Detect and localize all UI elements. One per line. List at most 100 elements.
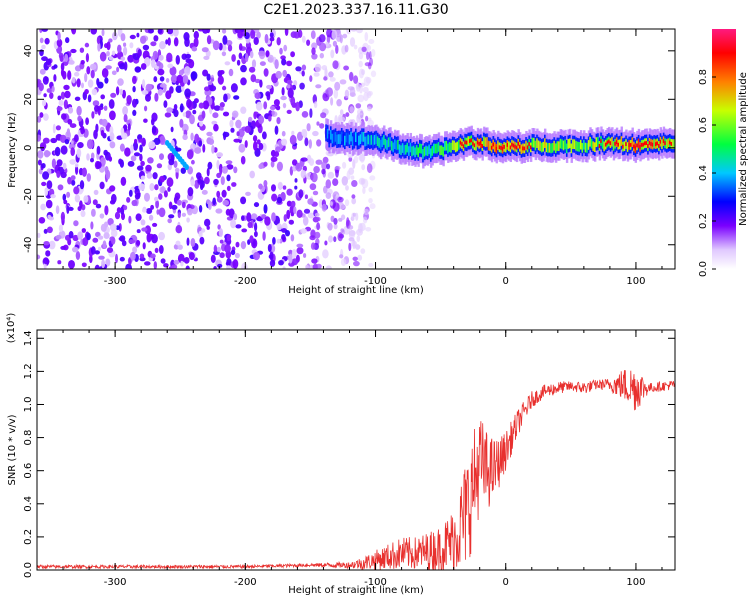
heatmap-cell bbox=[156, 60, 161, 67]
heatmap-cell bbox=[345, 132, 348, 143]
heatmap-cell bbox=[180, 167, 186, 174]
heatmap-cell bbox=[159, 175, 165, 183]
heatmap-cell bbox=[222, 111, 230, 117]
heatmap-cell bbox=[235, 241, 240, 248]
heatmap-cell bbox=[326, 128, 330, 139]
heatmap-cell bbox=[207, 161, 213, 170]
heatmap-cell bbox=[84, 89, 89, 95]
heatmap-cell bbox=[37, 150, 44, 159]
heatmap-cell bbox=[154, 247, 159, 253]
colorbar-tick-label: 0.0 bbox=[698, 261, 709, 277]
heatmap-cell bbox=[340, 258, 347, 267]
heatmap-cell bbox=[290, 234, 295, 242]
heatmap-cell bbox=[77, 115, 82, 122]
heatmap-cell bbox=[233, 95, 240, 100]
heatmap-cell bbox=[337, 114, 343, 124]
heatmap-cell bbox=[190, 132, 194, 141]
heatmap-cell bbox=[64, 139, 70, 145]
heatmap-cell bbox=[301, 111, 309, 118]
heatmap-cell bbox=[70, 175, 76, 181]
heatmap-cell bbox=[90, 246, 96, 255]
heatmap-cell bbox=[63, 84, 70, 91]
heatmap-cell bbox=[296, 247, 304, 255]
heatmap-cell bbox=[103, 149, 108, 156]
heatmap-cell bbox=[136, 32, 140, 38]
heatmap-cell bbox=[337, 134, 341, 144]
heatmap-cell bbox=[230, 219, 237, 229]
heatmap-cell bbox=[222, 199, 230, 206]
x-tick-label: -200 bbox=[234, 577, 257, 588]
heatmap-cell bbox=[319, 123, 325, 129]
heatmap-cell bbox=[171, 204, 178, 210]
heatmap-cell bbox=[109, 141, 116, 149]
heatmap-cell bbox=[206, 35, 212, 45]
heatmap-cell bbox=[265, 91, 271, 97]
heatmap-cell bbox=[286, 109, 292, 114]
heatmap-cell bbox=[252, 135, 258, 142]
heatmap-cell bbox=[587, 140, 591, 150]
heatmap-cell bbox=[203, 55, 210, 61]
heatmap-cell bbox=[313, 166, 320, 174]
heatmap-cell bbox=[60, 62, 65, 71]
colorbar-tick-label: 0.2 bbox=[698, 213, 709, 229]
y-tick-label: 1.4 bbox=[23, 330, 34, 346]
heatmap-cell bbox=[545, 142, 548, 153]
heatmap-cell bbox=[263, 68, 269, 77]
heatmap-cell bbox=[181, 212, 187, 217]
heatmap-cell bbox=[233, 213, 238, 221]
y-tick-label: 20 bbox=[23, 93, 34, 106]
heatmap-cell bbox=[364, 32, 369, 42]
heatmap-cell bbox=[221, 51, 227, 57]
heatmap-cell bbox=[358, 177, 366, 185]
heatmap-cell bbox=[433, 143, 436, 154]
heatmap-cell bbox=[111, 193, 117, 204]
heatmap-cell bbox=[119, 143, 125, 152]
heatmap-cell bbox=[414, 147, 417, 158]
heatmap-cell bbox=[259, 79, 263, 88]
heatmap-cell bbox=[540, 142, 544, 153]
heatmap-cell bbox=[140, 219, 146, 226]
heatmap-cell bbox=[286, 188, 293, 196]
heatmap-cell bbox=[216, 152, 224, 158]
y-tick-label: -40 bbox=[23, 237, 34, 253]
heatmap-cell bbox=[86, 153, 90, 161]
heatmap-cell bbox=[326, 163, 331, 170]
heatmap-cell bbox=[57, 260, 62, 265]
heatmap-cell bbox=[274, 125, 279, 135]
heatmap-cell bbox=[337, 232, 343, 242]
heatmap-cell bbox=[66, 204, 70, 214]
heatmap-cell bbox=[522, 146, 525, 151]
heatmap-cell bbox=[111, 236, 116, 245]
heatmap-cell bbox=[363, 76, 371, 87]
heatmap-cell bbox=[348, 134, 352, 145]
heatmap-cell bbox=[271, 212, 276, 222]
heatmap-cell bbox=[166, 177, 174, 188]
heatmap-cell bbox=[206, 131, 213, 137]
heatmap-cell bbox=[138, 138, 144, 143]
heatmap-cell bbox=[367, 134, 370, 145]
heatmap-cell bbox=[365, 115, 369, 122]
heatmap-cell bbox=[389, 136, 392, 147]
heatmap-cell bbox=[415, 145, 419, 155]
heatmap-cell bbox=[83, 195, 89, 203]
heatmap-cell bbox=[154, 196, 159, 202]
heatmap-cell bbox=[309, 235, 316, 241]
heatmap-cell bbox=[358, 154, 366, 162]
heatmap-cell bbox=[158, 54, 164, 61]
heatmap-cell bbox=[176, 74, 183, 84]
heatmap-cell bbox=[304, 194, 308, 199]
heatmap-cell bbox=[269, 32, 274, 38]
heatmap-cell bbox=[141, 208, 147, 213]
heatmap-cell bbox=[108, 56, 114, 61]
heatmap-cell bbox=[366, 51, 370, 60]
heatmap-cell bbox=[286, 200, 292, 207]
heatmap-cell bbox=[251, 59, 257, 68]
heatmap-cell bbox=[71, 29, 77, 35]
heatmap-cell bbox=[86, 232, 91, 241]
heatmap-cell bbox=[271, 184, 276, 192]
heatmap-cell bbox=[310, 242, 316, 250]
heatmap-cell bbox=[48, 216, 55, 221]
heatmap-cell bbox=[275, 105, 281, 111]
heatmap-cell bbox=[459, 140, 463, 145]
